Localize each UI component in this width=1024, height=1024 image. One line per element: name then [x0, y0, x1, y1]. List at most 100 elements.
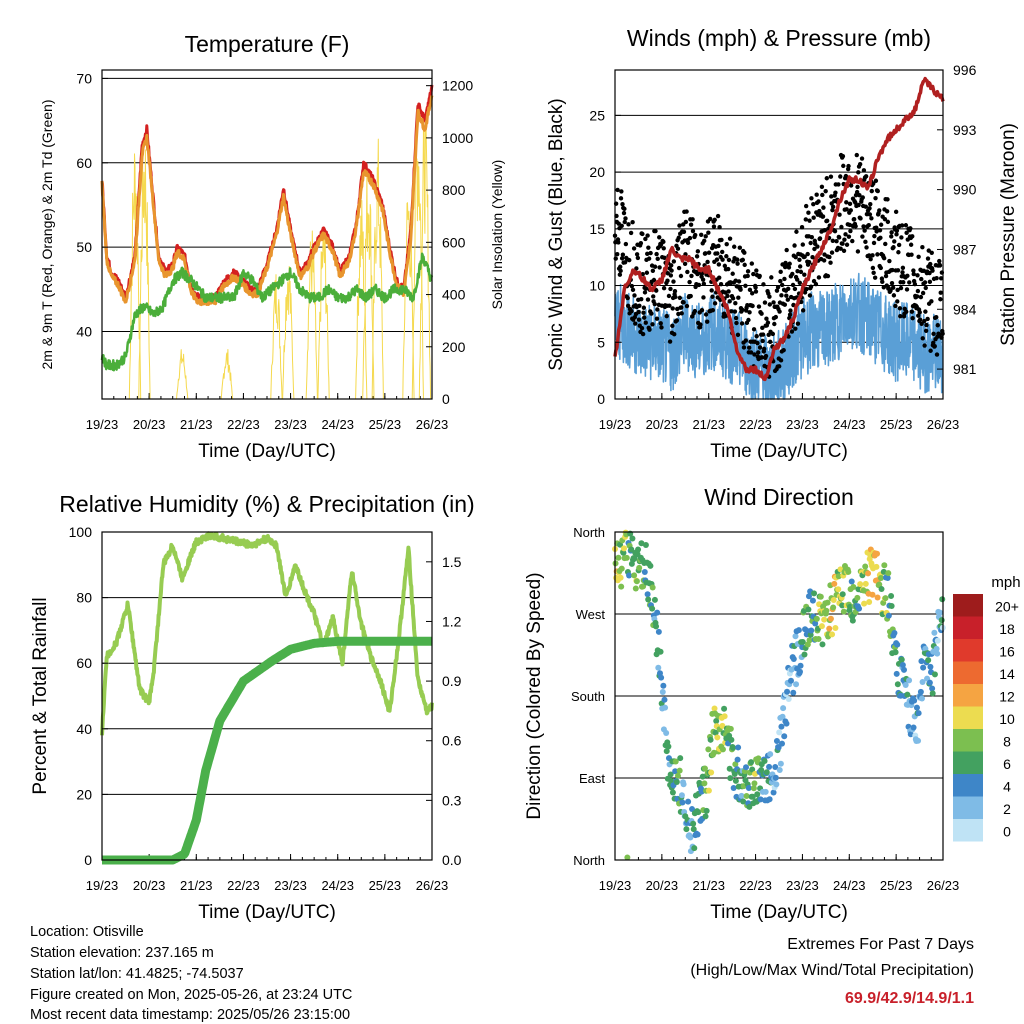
direction-point: [839, 602, 846, 609]
y2-tick-label: 0.0: [442, 852, 462, 868]
x-tick-label: 20/23: [133, 878, 166, 893]
y2-tick-label: 987: [953, 241, 977, 257]
gust-point: [816, 275, 822, 280]
gust-point: [895, 287, 900, 293]
direction-point: [778, 740, 785, 747]
gust-point: [925, 316, 930, 322]
solar-trace: [362, 172, 375, 400]
x-tick-label: 22/23: [739, 878, 772, 893]
direction-point: [931, 629, 938, 636]
gust-point: [710, 307, 716, 313]
gust-point: [665, 278, 670, 283]
gust-point: [904, 287, 910, 292]
direction-point: [845, 568, 852, 575]
gust-point: [673, 294, 678, 300]
gust-point: [642, 315, 647, 320]
gust-point: [677, 223, 682, 228]
gust-point: [937, 258, 942, 264]
direction-point: [633, 578, 640, 585]
direction-point: [766, 763, 773, 770]
gust-point: [917, 317, 923, 322]
direction-point: [662, 704, 669, 711]
gust-point: [647, 327, 652, 332]
direction-point: [919, 679, 926, 686]
gust-point: [938, 297, 943, 302]
gust-point: [779, 282, 785, 288]
direction-point: [873, 563, 880, 570]
panel-title: Wind Direction: [704, 484, 854, 510]
gust-point: [675, 306, 680, 312]
direction-point: [826, 625, 833, 632]
gust-point: [917, 310, 922, 315]
gust-point: [844, 242, 850, 247]
direction-point: [699, 773, 706, 780]
gust-point: [620, 201, 625, 207]
direction-point: [685, 798, 692, 805]
direction-point: [823, 607, 830, 614]
gust-point: [726, 257, 732, 263]
direction-point: [805, 593, 812, 600]
gust-point: [827, 254, 832, 260]
gust-point: [724, 254, 729, 259]
gust-point: [658, 321, 663, 326]
gust-point: [795, 269, 800, 274]
gust-point: [755, 350, 761, 355]
humidity-line: [100, 531, 434, 736]
direction-point: [636, 564, 643, 571]
solar-trace: [270, 274, 283, 400]
gust-point: [724, 241, 729, 247]
direction-point: [917, 688, 924, 695]
direction-point: [701, 765, 708, 772]
gust-point: [904, 309, 909, 314]
gust-point: [689, 273, 694, 279]
x-tick-label: 23/23: [274, 878, 307, 893]
direction-point: [701, 780, 708, 787]
gust-point: [709, 288, 714, 293]
legend-label: 6: [1003, 756, 1011, 772]
panel-title: Relative Humidity (%) & Precipitation (i…: [59, 491, 474, 517]
direction-point: [891, 629, 898, 636]
gust-point: [715, 251, 720, 256]
direction-point: [663, 748, 670, 755]
gust-point: [654, 288, 659, 293]
y2-tick-label: 800: [442, 182, 466, 198]
gust-point: [726, 289, 731, 294]
gust-point: [871, 240, 877, 246]
direction-point: [626, 572, 633, 579]
gust-point: [882, 216, 888, 222]
gust-point: [885, 219, 891, 225]
direction-point: [773, 781, 780, 788]
gust-point: [718, 282, 724, 287]
direction-point: [796, 668, 803, 675]
gust-point: [895, 268, 901, 273]
y2-tick-label: 200: [442, 339, 466, 355]
gust-point: [653, 228, 658, 234]
direction-point: [927, 663, 934, 670]
gust-point: [662, 255, 667, 261]
gust-point: [885, 197, 890, 202]
gust-point: [682, 261, 688, 266]
direction-point: [906, 677, 913, 684]
gust-point: [753, 285, 758, 290]
gust-point: [934, 315, 939, 320]
elevation-text: Station elevation: 237.165 m: [30, 945, 214, 961]
gust-point: [897, 306, 903, 311]
gust-point: [716, 243, 721, 249]
gust-point: [921, 268, 927, 274]
gust-point: [752, 352, 757, 357]
direction-point: [827, 615, 834, 622]
direction-point: [808, 627, 815, 634]
solar-trace: [305, 230, 318, 400]
gust-point: [829, 194, 834, 199]
gust-point: [868, 256, 873, 262]
gust-point: [685, 269, 690, 275]
gust-point: [860, 234, 865, 239]
direction-point: [937, 609, 944, 616]
y-tick-label: West: [576, 607, 606, 622]
direction-point: [615, 554, 622, 561]
direction-point: [849, 617, 856, 624]
direction-point: [880, 568, 887, 575]
gust-point: [816, 199, 821, 204]
gust-point: [661, 239, 666, 245]
gust-point: [842, 237, 847, 242]
